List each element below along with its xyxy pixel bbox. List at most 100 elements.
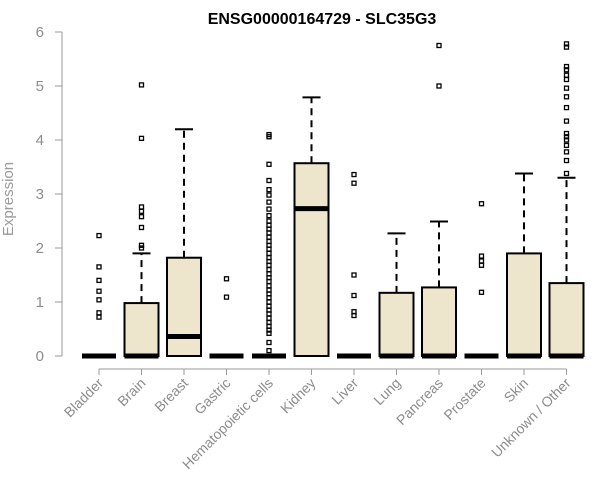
y-axis-label: Expression bbox=[0, 162, 17, 236]
box-prostate bbox=[464, 201, 499, 359]
outlier-point bbox=[563, 94, 570, 100]
outlier-point bbox=[266, 283, 272, 289]
x-tick-label: Prostate bbox=[440, 375, 488, 423]
outlier-point bbox=[266, 330, 272, 336]
outlier-point bbox=[563, 44, 570, 50]
outlier-point bbox=[563, 130, 570, 137]
outlier-point bbox=[478, 201, 485, 207]
outlier-point bbox=[563, 63, 570, 70]
y-tick-label: 2 bbox=[36, 240, 44, 257]
y-tick-label: 6 bbox=[36, 24, 44, 41]
outlier-point bbox=[266, 347, 272, 354]
outlier-point bbox=[96, 264, 102, 270]
outlier-point bbox=[266, 177, 272, 184]
outlier-point bbox=[96, 297, 102, 303]
outlier-point bbox=[266, 339, 272, 346]
outlier-point bbox=[351, 171, 357, 178]
outlier-point bbox=[563, 67, 570, 73]
box-breast bbox=[166, 128, 202, 357]
box-skin bbox=[506, 172, 542, 359]
outlier-point bbox=[563, 41, 570, 47]
outlier-point bbox=[478, 253, 485, 259]
outlier-point bbox=[266, 271, 272, 277]
outlier-point bbox=[138, 208, 145, 214]
outlier-point bbox=[351, 309, 357, 315]
outlier-point bbox=[138, 82, 145, 88]
outlier-point bbox=[563, 157, 570, 164]
outlier-point bbox=[478, 289, 485, 295]
outlier-point bbox=[563, 170, 570, 177]
box-pancreas bbox=[421, 42, 457, 359]
outlier-point bbox=[563, 118, 570, 124]
outlier-point bbox=[266, 218, 272, 224]
outlier-point bbox=[266, 266, 272, 273]
x-tick-label: Liver bbox=[328, 375, 361, 408]
outlier-point bbox=[436, 42, 442, 49]
y-tick-label: 5 bbox=[36, 78, 44, 95]
outlier-point bbox=[138, 135, 145, 142]
outlier-point bbox=[266, 212, 272, 219]
outlier-point bbox=[563, 85, 570, 91]
box-kidney bbox=[293, 96, 330, 357]
x-tick-label: Kidney bbox=[277, 375, 319, 417]
outlier-point bbox=[266, 187, 272, 193]
outlier-point bbox=[266, 199, 272, 205]
outlier-point bbox=[351, 180, 357, 186]
box-unknown-other bbox=[548, 41, 585, 359]
outlier-point bbox=[138, 214, 145, 220]
x-tick-label: Skin bbox=[501, 375, 532, 406]
outlier-point bbox=[266, 161, 272, 167]
outlier-point bbox=[266, 303, 272, 309]
outlier-point bbox=[563, 134, 570, 140]
outlier-point bbox=[96, 288, 102, 294]
x-tick-label: Pancreas bbox=[393, 375, 446, 428]
box-body bbox=[548, 282, 585, 358]
outlier-point bbox=[138, 242, 145, 248]
box-lung bbox=[378, 232, 415, 359]
y-tick-label: 1 bbox=[36, 294, 44, 311]
outlier-point bbox=[96, 232, 102, 239]
outlier-point bbox=[96, 314, 102, 320]
outlier-point bbox=[96, 277, 102, 284]
chart-title: ENSG00000164729 - SLC35G3 bbox=[208, 11, 437, 28]
outlier-point bbox=[351, 272, 357, 278]
y-tick-label: 3 bbox=[36, 186, 44, 203]
outlier-point bbox=[266, 234, 272, 240]
box-liver bbox=[337, 171, 371, 359]
x-tick-label: Bladder bbox=[61, 375, 107, 421]
outlier-point bbox=[563, 104, 570, 111]
box-brain bbox=[123, 82, 160, 359]
box-body bbox=[378, 291, 415, 358]
x-tick-label: Unknown / Other bbox=[488, 375, 574, 461]
box-body bbox=[166, 256, 202, 357]
outlier-point bbox=[563, 76, 570, 83]
x-tick-label: Brain bbox=[114, 375, 148, 409]
box-hematopoietic-cells bbox=[252, 131, 286, 359]
box-gastric bbox=[209, 276, 244, 359]
outlier-point bbox=[138, 245, 145, 251]
box-body bbox=[123, 302, 160, 357]
outlier-point bbox=[266, 192, 272, 198]
outlier-point bbox=[223, 276, 230, 282]
outlier-point bbox=[266, 250, 272, 257]
outlier-point bbox=[266, 206, 272, 212]
outlier-point bbox=[266, 299, 272, 305]
box-body bbox=[293, 162, 330, 357]
outlier-point bbox=[478, 262, 485, 268]
outlier-point bbox=[563, 137, 570, 143]
outlier-point bbox=[266, 319, 272, 326]
outlier-point bbox=[478, 258, 485, 264]
outlier-point bbox=[266, 131, 272, 138]
outlier-point bbox=[266, 255, 272, 261]
outlier-point bbox=[563, 142, 570, 149]
y-tick-label: 4 bbox=[36, 132, 44, 149]
outlier-point bbox=[138, 224, 145, 231]
outlier-point bbox=[563, 149, 570, 155]
x-tick-label: Lung bbox=[370, 375, 403, 408]
outlier-point bbox=[436, 83, 442, 89]
box-body bbox=[506, 252, 542, 357]
box-body bbox=[421, 286, 457, 358]
outlier-point bbox=[96, 310, 102, 316]
